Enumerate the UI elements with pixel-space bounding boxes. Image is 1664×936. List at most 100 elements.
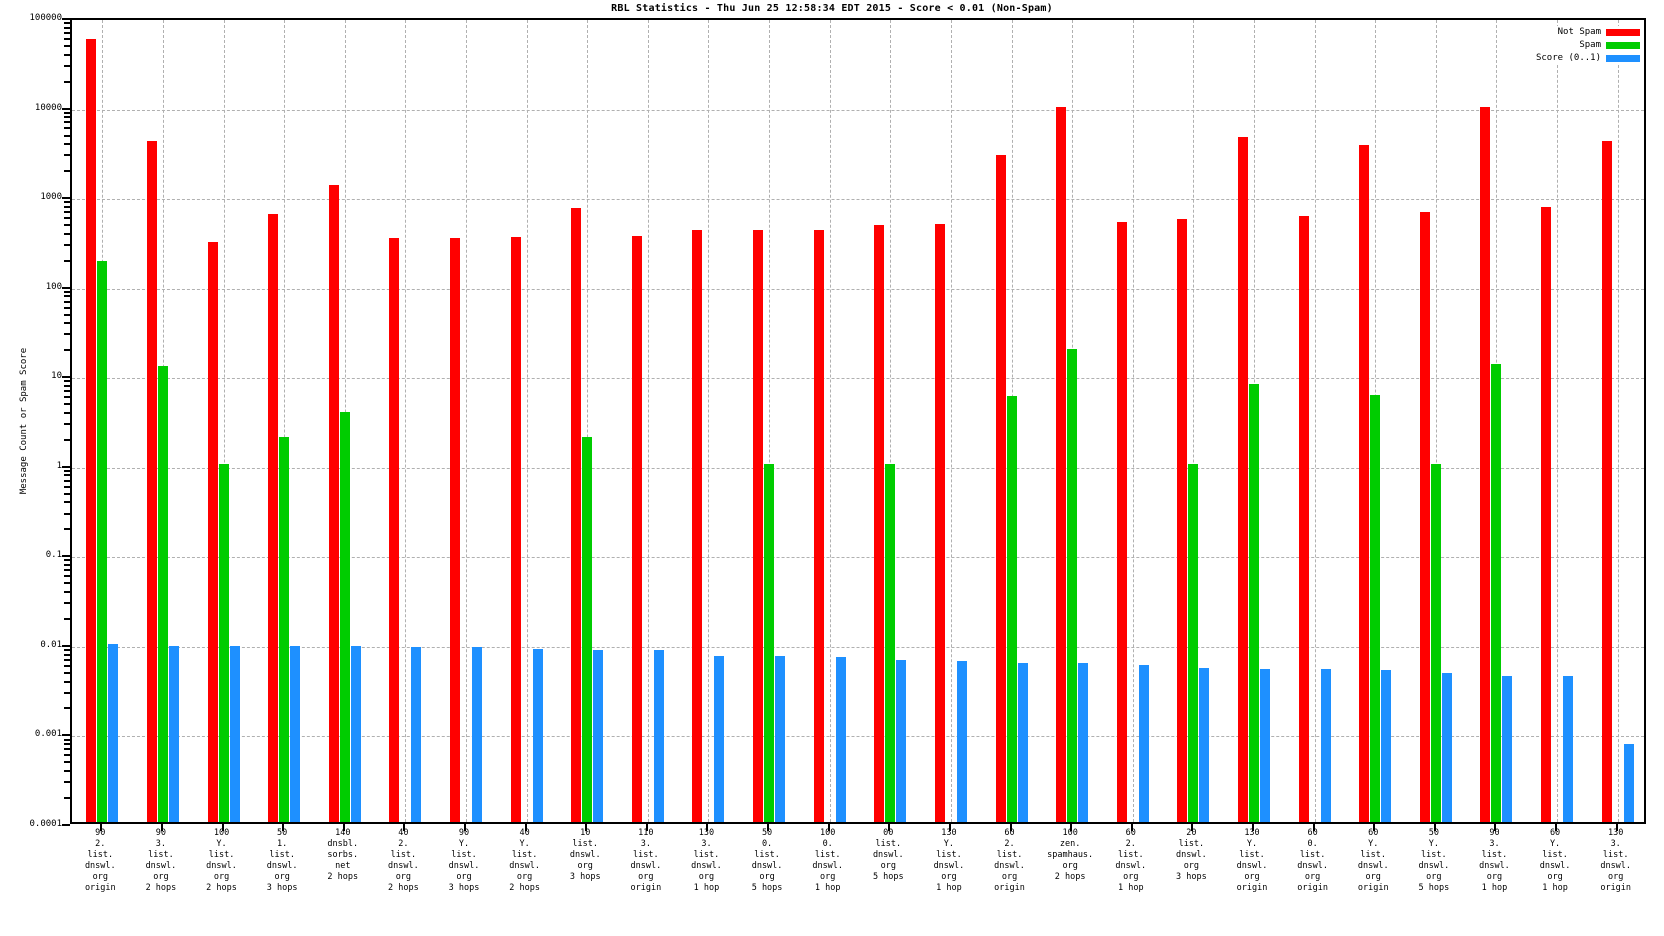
x-axis-tick-label-line: org bbox=[577, 861, 593, 871]
y-tick-mark bbox=[62, 555, 70, 558]
x-axis-tick-label-line: 2. bbox=[1125, 839, 1136, 849]
x-axis-tick-label-line: list. bbox=[693, 850, 720, 860]
x-axis-tick-label-line: list. bbox=[1602, 850, 1629, 860]
bar-not-spam bbox=[1056, 107, 1067, 822]
x-axis-tick-label-line: dnswl. bbox=[388, 861, 419, 871]
bar-score bbox=[229, 645, 240, 822]
y-tick-minor bbox=[64, 22, 70, 25]
x-axis-tick-label-line: 40 bbox=[398, 828, 409, 838]
y-tick-minor bbox=[64, 121, 70, 124]
legend-color-swatch bbox=[1606, 41, 1640, 49]
vertical-gridline bbox=[526, 20, 528, 822]
y-tick-mark bbox=[62, 465, 70, 468]
x-axis-tick-label-line: org bbox=[1001, 872, 1018, 882]
bar-not-spam bbox=[1601, 141, 1612, 822]
y-tick-minor bbox=[64, 797, 70, 800]
x-axis-tick-label-line: 110 bbox=[638, 828, 654, 838]
bar-not-spam bbox=[146, 141, 157, 822]
bar-not-spam bbox=[389, 238, 400, 822]
bar-not-spam bbox=[631, 235, 642, 822]
y-tick-minor bbox=[64, 210, 70, 213]
bar-score bbox=[1381, 669, 1392, 822]
bar-score bbox=[1078, 663, 1089, 822]
legend-item: Spam bbox=[1536, 39, 1640, 51]
vertical-gridline bbox=[1132, 20, 1134, 822]
x-axis-tick-label-line: 50 bbox=[277, 828, 288, 838]
x-axis-tick-label-line: org bbox=[213, 872, 230, 882]
x-axis-tick-label-line: 1 hop bbox=[814, 883, 841, 893]
bar-not-spam bbox=[1480, 106, 1491, 822]
bar-spam bbox=[279, 436, 290, 822]
legend-item: Score (0..1) bbox=[1536, 52, 1640, 64]
x-tick-mark bbox=[160, 824, 163, 831]
x-axis-tick-label: 100 zen. spamhaus. org 2 hops bbox=[1047, 828, 1093, 883]
x-tick-mark bbox=[767, 824, 770, 831]
x-axis-tick-label-line: org bbox=[1486, 872, 1503, 882]
x-axis-tick-label-line: list. bbox=[1421, 850, 1447, 860]
x-axis-tick-label-line: 10 bbox=[580, 828, 591, 838]
x-axis-tick-label: 140 dnsbl. sorbs. net 2 hops bbox=[327, 828, 358, 883]
plot-area bbox=[70, 18, 1646, 824]
y-tick-mark bbox=[62, 734, 70, 737]
vertical-gridline bbox=[1435, 20, 1437, 822]
x-tick-mark bbox=[1615, 824, 1618, 831]
x-axis-tick-label-line: list. bbox=[633, 850, 659, 860]
y-tick-minor bbox=[64, 528, 70, 531]
y-tick-minor bbox=[64, 707, 70, 710]
bar-spam bbox=[157, 365, 168, 822]
x-axis-tick-label-line: net bbox=[335, 861, 351, 871]
x-axis-tick-label-line: org bbox=[1183, 861, 1200, 871]
y-tick-minor bbox=[64, 349, 70, 352]
x-axis-tick-label-line: 0. bbox=[822, 839, 833, 849]
x-axis-tick-label-line: list. bbox=[511, 850, 538, 860]
x-tick-mark bbox=[645, 824, 648, 831]
x-tick-mark bbox=[948, 824, 951, 831]
x-axis-tick-label: 50 Y. list. dnswl. org 5 hops bbox=[1418, 828, 1449, 894]
x-axis-tick-label-line: list. bbox=[1239, 850, 1265, 860]
y-tick-minor bbox=[64, 143, 70, 146]
bar-spam bbox=[1491, 364, 1502, 822]
x-axis-tick-label-line: dnswl. bbox=[1600, 861, 1632, 871]
x-axis-tick-label: 130 3. list. dnswl. org 1 hop bbox=[691, 828, 722, 894]
y-tick-minor bbox=[64, 313, 70, 316]
x-axis-labels: 90 2. list. dnswl. org origin 90 3. list. dnswl. o… bbox=[70, 828, 1646, 936]
vertical-gridline bbox=[647, 20, 649, 822]
x-axis-tick-label-line: list. bbox=[996, 850, 1023, 860]
x-axis-tick-label-line: 3. bbox=[701, 839, 712, 849]
x-axis-tick-label: 40 Y. list. dnswl. org 2 hops bbox=[509, 828, 540, 894]
y-tick-minor bbox=[64, 492, 70, 495]
vertical-gridline bbox=[1557, 20, 1559, 822]
x-axis-tick-label-line: origin bbox=[1297, 883, 1328, 893]
bar-not-spam bbox=[1541, 207, 1552, 822]
y-tick-minor bbox=[64, 53, 70, 56]
x-axis-tick-label-line: list. bbox=[1178, 839, 1205, 849]
x-tick-mark bbox=[282, 824, 285, 831]
y-tick-minor bbox=[64, 300, 70, 303]
legend-label: Score (0..1) bbox=[1535, 53, 1601, 63]
y-tick-minor bbox=[64, 653, 70, 656]
x-axis-tick-label-line: 3 hops bbox=[1176, 872, 1207, 882]
x-tick-mark bbox=[221, 824, 224, 831]
x-axis-tick-label-line: 1. bbox=[277, 839, 288, 849]
bar-not-spam bbox=[934, 224, 945, 822]
bar-score bbox=[1623, 743, 1634, 822]
x-axis-tick-label-line: dnswl. bbox=[812, 861, 844, 871]
bar-score bbox=[1320, 669, 1331, 822]
x-axis-tick-label: 60 2. list. dnswl. org origin bbox=[994, 828, 1025, 894]
x-axis-tick-label-line: 2. bbox=[398, 839, 409, 849]
legend-color-swatch bbox=[1606, 54, 1640, 62]
x-axis-tick-label-line: 2. bbox=[1004, 839, 1015, 849]
vertical-gridline bbox=[769, 20, 771, 822]
x-axis-tick-label-line: list. bbox=[1542, 850, 1568, 860]
bar-spam bbox=[885, 463, 896, 822]
x-axis-tick-label-line: org bbox=[1062, 861, 1078, 871]
x-axis-tick-label: 50 0. list. dnswl. org 5 hops bbox=[752, 828, 783, 894]
x-axis-tick-label-line: dnswl. bbox=[630, 861, 662, 871]
x-axis-tick-label-line: 00 bbox=[883, 828, 894, 838]
y-tick-minor bbox=[64, 582, 70, 585]
x-axis-tick-label-line: org bbox=[92, 872, 108, 882]
x-axis-tick-label-line: 90 bbox=[1489, 828, 1500, 838]
x-axis-tick-label-line: Y. bbox=[1368, 839, 1379, 849]
x-axis-tick-label-line: 60 bbox=[1549, 828, 1561, 838]
bar-not-spam bbox=[1419, 211, 1430, 822]
